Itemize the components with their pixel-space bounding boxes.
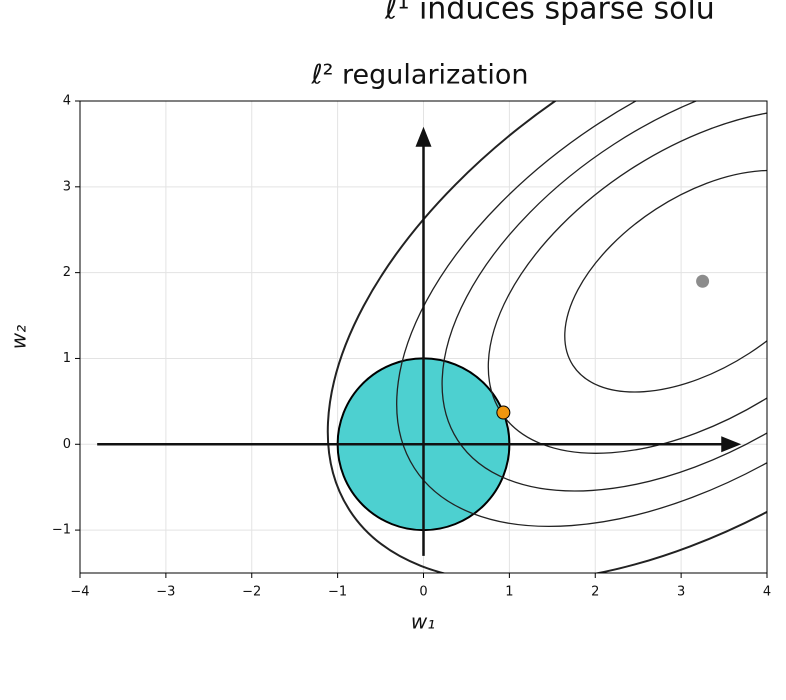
axes-frame [79, 100, 768, 574]
x-tick-label: −3 [156, 585, 175, 600]
x-tick-label: −1 [328, 585, 347, 600]
x-tick-label: 1 [505, 585, 513, 600]
contour [326, 101, 767, 573]
contour [441, 101, 767, 492]
x-tick-label: 2 [591, 585, 599, 600]
arrow-head [415, 126, 432, 147]
y-tick-label: 1 [63, 351, 71, 366]
point [696, 274, 710, 288]
x-tick-label: 4 [763, 585, 771, 600]
arrow-head [721, 436, 742, 453]
x-tick-label: −4 [70, 585, 89, 600]
y-axis-label: w₂ [7, 325, 31, 349]
y-tick-label: 4 [63, 94, 71, 109]
plot-area [97, 101, 767, 573]
y-tick-label: −1 [52, 523, 71, 538]
x-axis-label: w₁ [411, 610, 435, 634]
x-tick-label: 3 [677, 585, 685, 600]
y-tick-label: 2 [63, 265, 71, 280]
point [496, 405, 511, 420]
contour [564, 169, 767, 393]
y-tick-label: 0 [63, 437, 71, 452]
x-tick-label: −2 [242, 585, 261, 600]
y-tick-label: 3 [63, 179, 71, 194]
contour [396, 101, 767, 528]
x-tick-label: 0 [419, 585, 427, 600]
header-fragment: ℓ¹ induces sparse solu [384, 0, 715, 27]
chart-title: ℓ² regularization [310, 60, 528, 91]
